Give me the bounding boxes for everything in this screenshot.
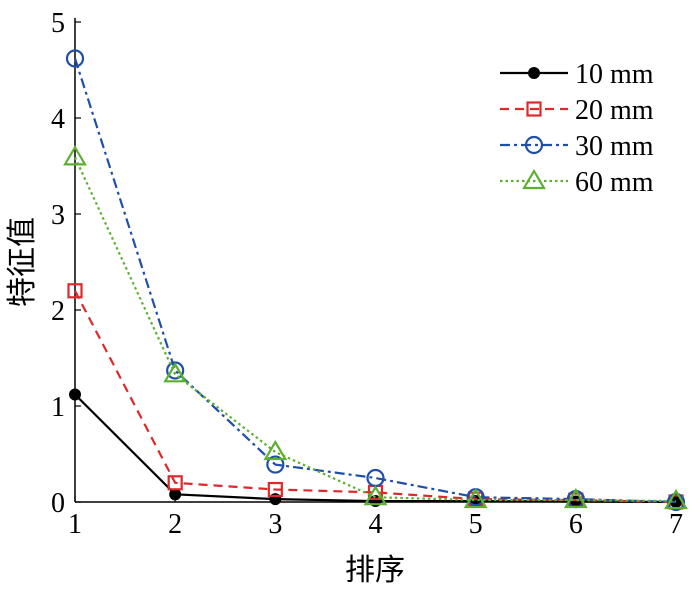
legend-label: 10 mm [575, 59, 654, 90]
legend-entry: 10 mm [500, 59, 654, 90]
x-tick-label: 6 [569, 509, 583, 540]
legend: 10 mm 20 mm 30 mm 60 mm [500, 59, 654, 198]
y-tick-label: 3 [51, 200, 65, 231]
data-point [263, 439, 288, 461]
data-point [563, 487, 588, 509]
series-10mm [69, 388, 682, 508]
y-tick-label: 4 [51, 104, 65, 135]
data-point [463, 487, 488, 509]
x-tick-label: 7 [669, 509, 683, 540]
y-tick-label: 5 [51, 8, 65, 39]
y-axis-label: 特征值 [5, 217, 40, 307]
y-tick-label: 2 [51, 296, 65, 327]
series-30mm [65, 49, 686, 512]
legend-entry: 20 mm [500, 95, 654, 126]
x-tick-label: 5 [469, 509, 483, 540]
data-point [363, 485, 388, 506]
legend-entry: 30 mm [500, 131, 654, 162]
x-tick-label: 3 [268, 509, 282, 540]
data-point [269, 493, 282, 506]
data-point [167, 475, 183, 491]
series-20mm [67, 283, 684, 510]
series-line [74, 156, 677, 503]
series-group [63, 49, 688, 512]
data-point [163, 362, 188, 383]
y-tick-label: 1 [51, 392, 65, 423]
x-tick-label: 4 [369, 509, 383, 540]
x-tick-label: 1 [68, 509, 82, 540]
data-point [169, 488, 182, 501]
y-tick-label: 0 [51, 488, 65, 519]
legend-marker [526, 101, 542, 117]
legend-marker [524, 135, 544, 155]
legend-label: 60 mm [575, 167, 654, 198]
data-point [266, 455, 285, 474]
data-point [666, 492, 686, 512]
series-60mm [63, 145, 688, 510]
legend-marker [522, 168, 546, 190]
data-point [267, 481, 283, 498]
x-tick-label: 2 [168, 509, 182, 540]
legend-label: 30 mm [575, 131, 654, 162]
data-point [63, 145, 87, 166]
x-axis-label: 排序 [345, 553, 405, 588]
legend-entry: 60 mm [500, 167, 654, 198]
data-point [65, 49, 85, 68]
data-point [69, 388, 81, 401]
data-point [67, 283, 83, 299]
legend-label: 20 mm [575, 95, 654, 126]
legend-marker [528, 67, 540, 79]
series-line [74, 290, 677, 504]
data-point [664, 488, 688, 510]
